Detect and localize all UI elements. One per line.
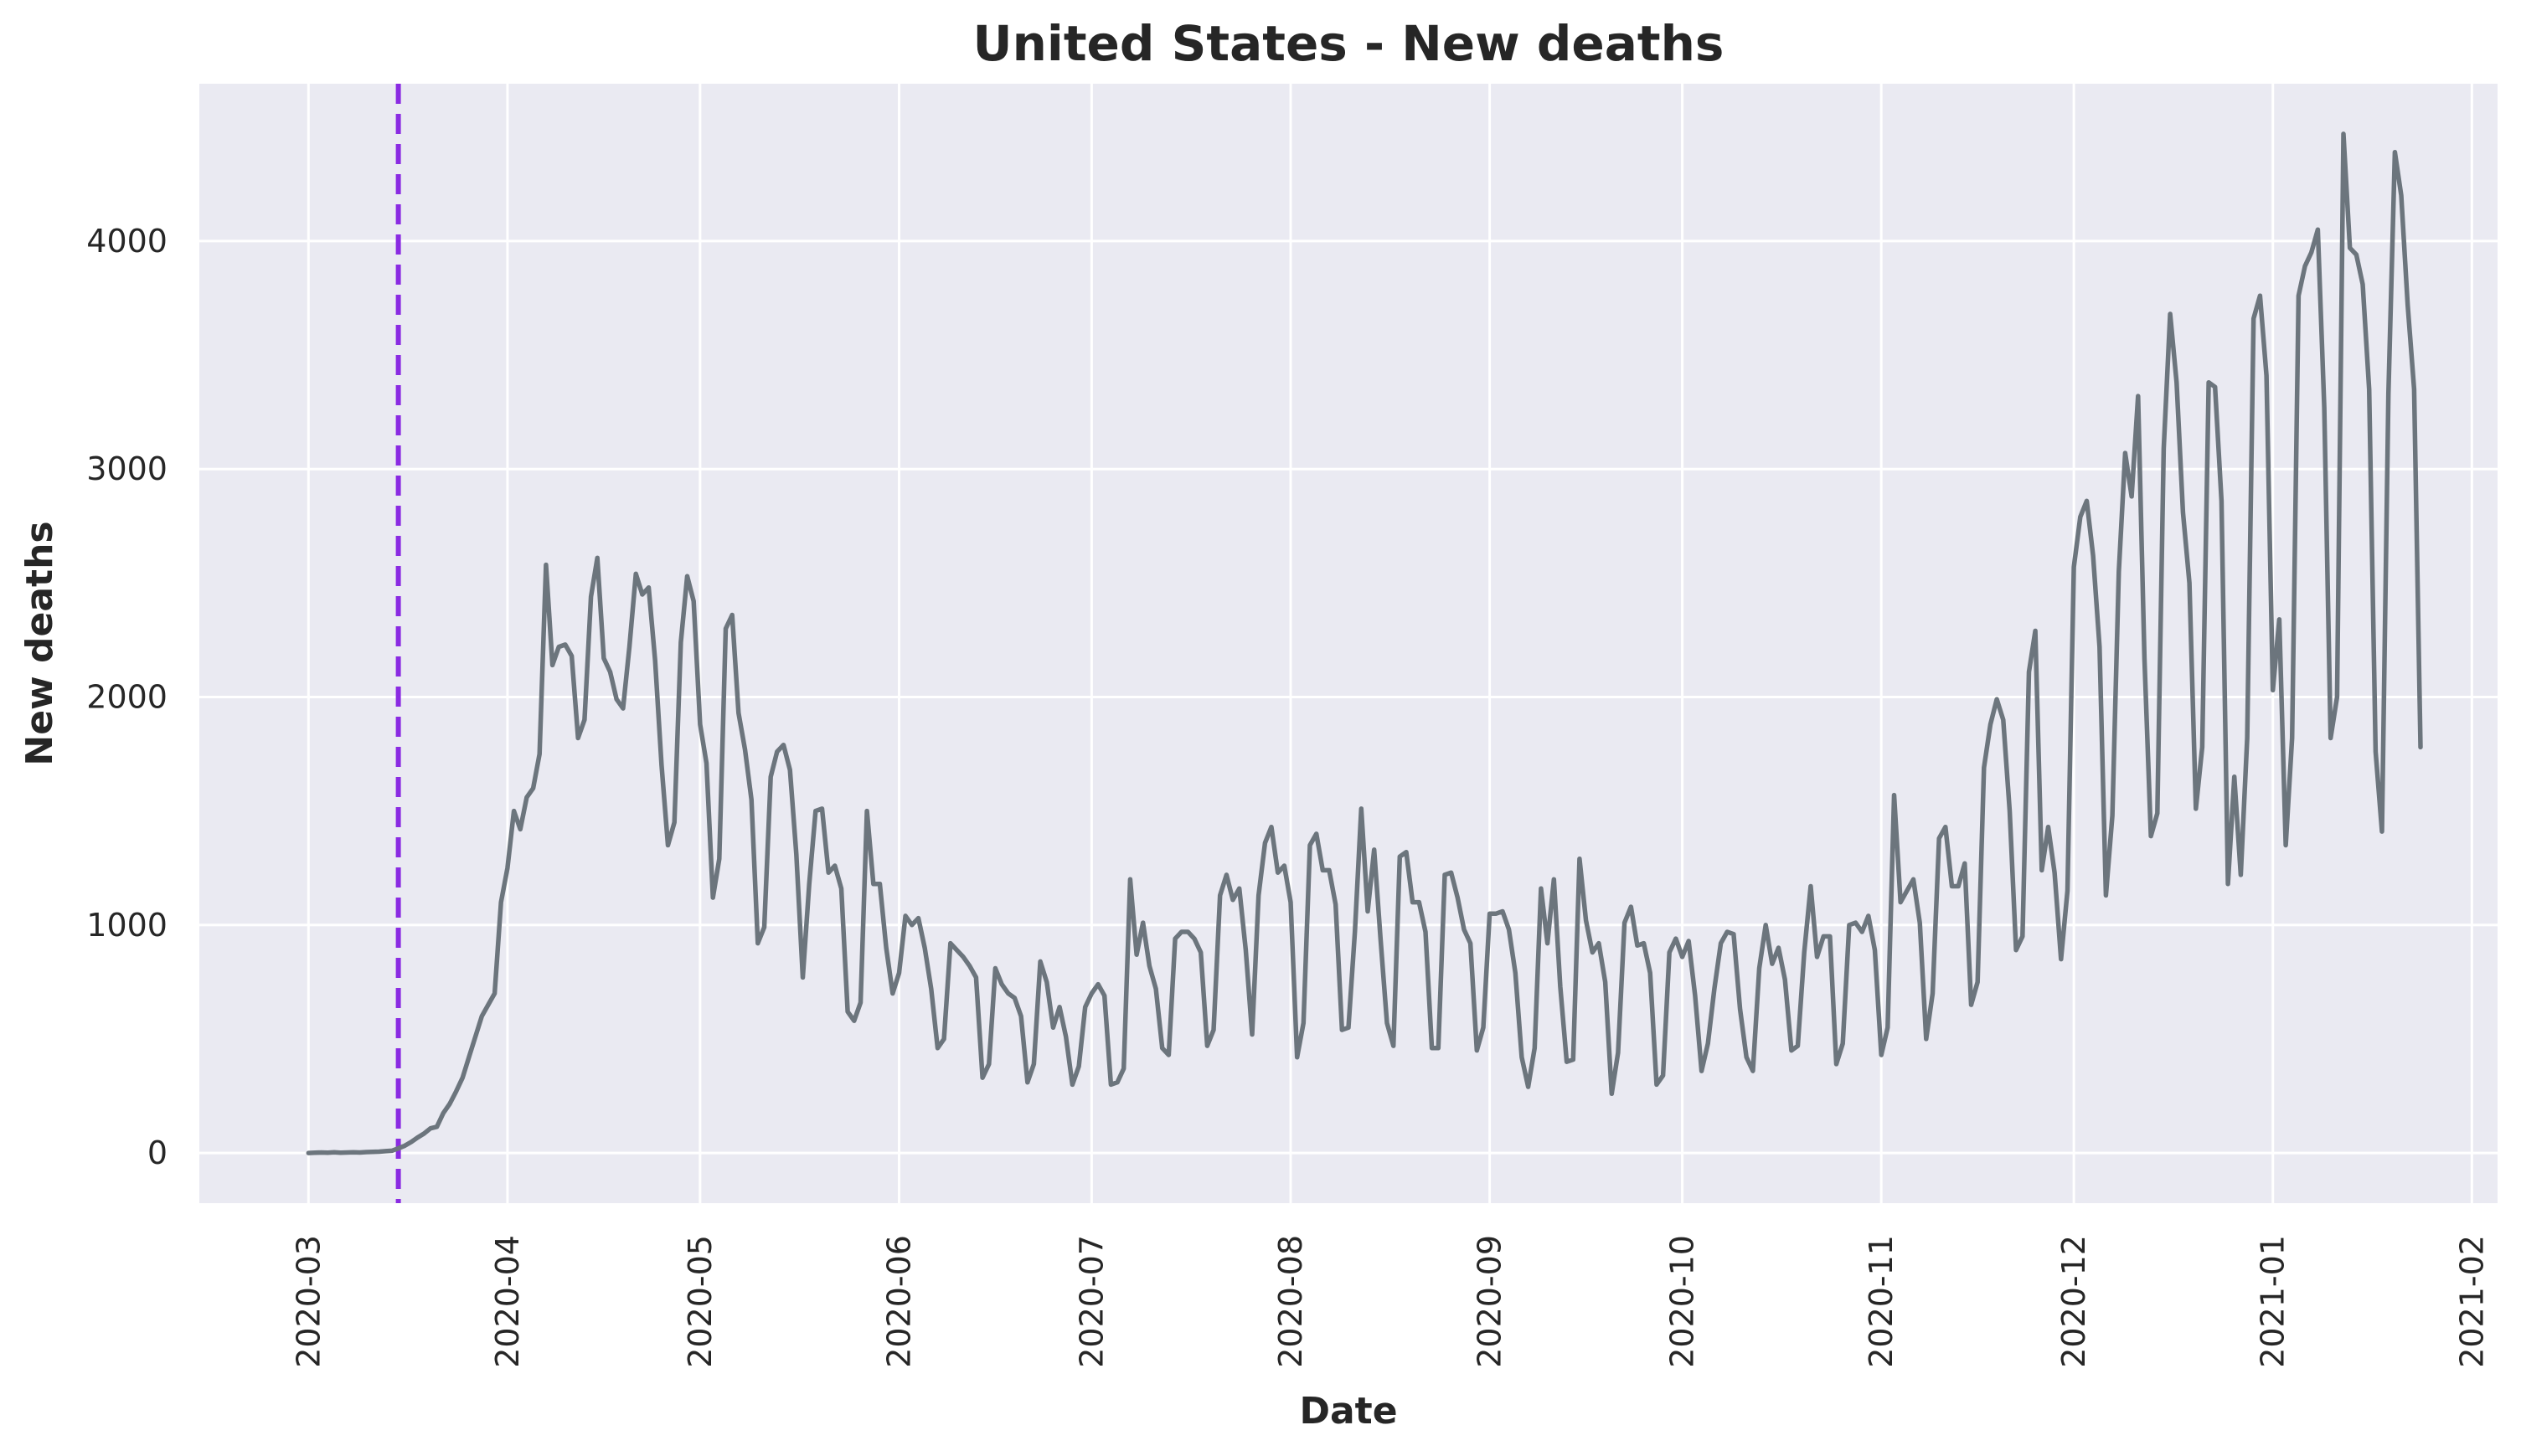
y-tick-label: 3000 <box>86 450 168 487</box>
y-tick-label: 4000 <box>86 223 168 260</box>
x-tick-label: 2020-03 <box>290 1235 327 1368</box>
x-tick-label: 2020-05 <box>682 1235 719 1368</box>
x-axis-label: Date <box>1299 1390 1397 1433</box>
x-tick-label: 2020-12 <box>2055 1235 2092 1368</box>
y-axis-ticks: 0 1000 2000 3000 4000 <box>86 223 168 1171</box>
y-tick-label: 2000 <box>86 678 168 715</box>
x-tick-label: 2020-04 <box>489 1235 526 1368</box>
y-tick-label: 1000 <box>86 907 168 944</box>
y-axis-label: New deaths <box>18 521 61 765</box>
x-axis-ticks: 2020-03 2020-04 2020-05 2020-06 2020-07 2020-… <box>290 1235 2490 1368</box>
x-tick-label: 2020-11 <box>1863 1235 1900 1368</box>
x-tick-label: 2021-02 <box>2453 1235 2490 1368</box>
series-line <box>306 131 2423 1155</box>
x-tick-label: 2020-08 <box>1272 1235 1309 1368</box>
x-tick-label: 2020-06 <box>880 1235 917 1368</box>
y-tick-label: 0 <box>147 1134 168 1171</box>
series-layer <box>306 131 2423 1155</box>
x-tick-label: 2021-01 <box>2255 1235 2292 1368</box>
x-tick-label: 2020-10 <box>1664 1235 1701 1368</box>
x-tick-label: 2020-07 <box>1073 1235 1110 1368</box>
x-tick-label: 2020-09 <box>1472 1235 1508 1368</box>
chart-title: United States - New deaths <box>973 15 1724 72</box>
